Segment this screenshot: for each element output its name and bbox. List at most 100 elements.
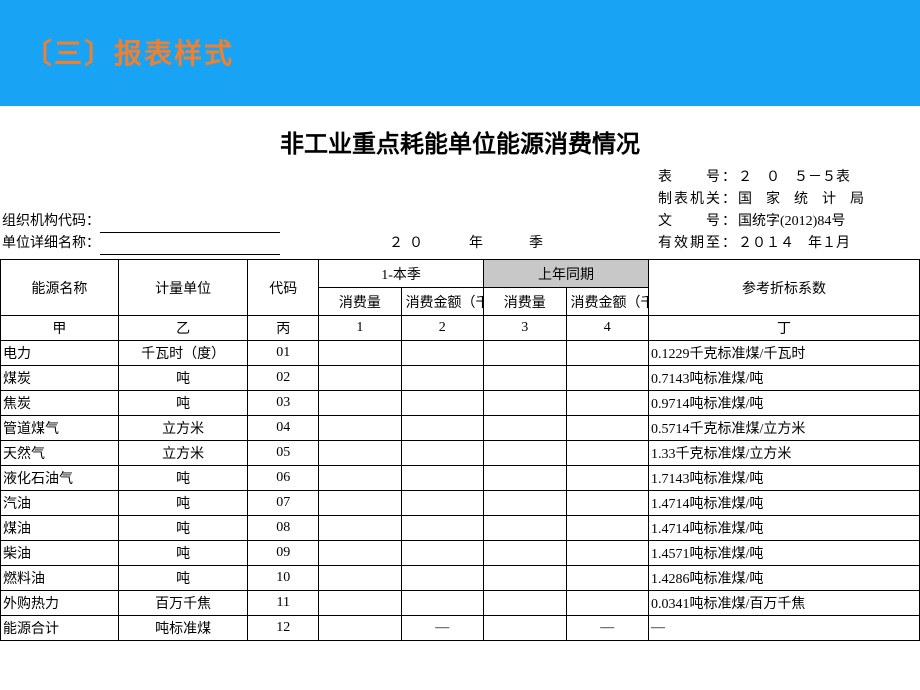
cell-name: 外购热力 (1, 591, 119, 616)
cell-v1 (319, 591, 401, 616)
cell-v2 (401, 416, 483, 441)
cell-v3 (484, 591, 566, 616)
cell-name: 管道煤气 (1, 416, 119, 441)
cell-v3 (484, 391, 566, 416)
th-unit: 计量单位 (118, 260, 248, 316)
cell-unit: 立方米 (118, 416, 248, 441)
cell-unit: 吨 (118, 366, 248, 391)
cell-v1 (319, 616, 401, 641)
cell-v4 (566, 591, 648, 616)
idx-1: 1 (319, 316, 401, 341)
cell-name: 煤油 (1, 516, 119, 541)
cell-unit: 吨 (118, 541, 248, 566)
cell-ref: 1.33千克标准煤/立方米 (648, 441, 919, 466)
table-row: 液化石油气吨061.7143吨标准煤/吨 (1, 466, 920, 491)
cell-code: 11 (248, 591, 319, 616)
cell-v3 (484, 491, 566, 516)
table-row: 管道煤气立方米040.5714千克标准煤/立方米 (1, 416, 920, 441)
cell-ref: 1.4714吨标准煤/吨 (648, 491, 919, 516)
cell-code: 03 (248, 391, 319, 416)
cell-v2 (401, 441, 483, 466)
th-code: 代码 (248, 260, 319, 316)
cell-name: 煤炭 (1, 366, 119, 391)
cell-name: 液化石油气 (1, 466, 119, 491)
idx-code: 丙 (248, 316, 319, 341)
idx-ref: 丁 (648, 316, 919, 341)
table-row: 天然气立方米05 1.33千克标准煤/立方米 (1, 441, 920, 466)
page-title: 非工业重点耗能单位能源消费情况 (0, 106, 920, 167)
cell-v1 (319, 366, 401, 391)
cell-v4 (566, 366, 648, 391)
table-row: 煤油吨081.4714吨标准煤/吨 (1, 516, 920, 541)
cell-v4 (566, 491, 648, 516)
cell-v3 (484, 616, 566, 641)
table-row: 柴油吨09 1.4571吨标准煤/吨 (1, 541, 920, 566)
cell-code: 12 (248, 616, 319, 641)
cell-name: 柴油 (1, 541, 119, 566)
banner-title: 〔三〕报表样式 (0, 0, 920, 106)
cell-name: 天然气 (1, 441, 119, 466)
cell-v3 (484, 466, 566, 491)
cell-v2 (401, 516, 483, 541)
cell-code: 02 (248, 366, 319, 391)
cell-v4 (566, 541, 648, 566)
cell-v2 (401, 341, 483, 366)
cell-ref: 1.4571吨标准煤/吨 (648, 541, 919, 566)
th-consumption-1: 消费量 (319, 288, 401, 316)
th-ref-coef: 参考折标系数 (648, 260, 919, 316)
cell-v4 (566, 416, 648, 441)
cell-unit: 百万千焦 (118, 591, 248, 616)
cell-unit: 吨标准煤 (118, 616, 248, 641)
cell-v3 (484, 416, 566, 441)
cell-v4 (566, 441, 648, 466)
cell-v1 (319, 341, 401, 366)
cell-ref: 0.9714吨标准煤/吨 (648, 391, 919, 416)
cell-ref: 0.7143吨标准煤/吨 (648, 366, 919, 391)
agency-value: 国 家 统 计 局 (738, 192, 864, 207)
table-row: 焦炭吨03 0.9714吨标准煤/吨 (1, 391, 920, 416)
cell-v3 (484, 341, 566, 366)
cell-code: 05 (248, 441, 319, 466)
cell-v2 (401, 541, 483, 566)
table-row: 电力千瓦时（度）010.1229千克标准煤/千瓦时 (1, 341, 920, 366)
cell-v3 (484, 516, 566, 541)
cell-unit: 吨 (118, 516, 248, 541)
cell-v4: — (566, 616, 648, 641)
cell-v2 (401, 491, 483, 516)
cell-name: 电力 (1, 341, 119, 366)
cell-code: 07 (248, 491, 319, 516)
cell-unit: 吨 (118, 391, 248, 416)
org-code-label: 组织机构代码： (2, 211, 100, 233)
cell-name: 焦炭 (1, 391, 119, 416)
table-no-label: 表 号： (658, 170, 738, 185)
th-prev-year: 上年同期 (484, 260, 649, 288)
table-body: 电力千瓦时（度）010.1229千克标准煤/千瓦时煤炭吨020.7143吨标准煤… (1, 341, 920, 641)
table-row: 煤炭吨02 0.7143吨标准煤/吨 (1, 366, 920, 391)
cell-ref: 0.1229千克标准煤/千瓦时 (648, 341, 919, 366)
cell-ref: 1.4286吨标准煤/吨 (648, 566, 919, 591)
table-no-value: ２ ０ ５－５表 (738, 170, 850, 185)
th-consumption-2: 消费量 (484, 288, 566, 316)
th-amount-1: 消费金额（千元） (401, 288, 483, 316)
table-row: 能源合计吨标准煤12——— (1, 616, 920, 641)
unit-name-underline (100, 237, 280, 255)
cell-code: 09 (248, 541, 319, 566)
cell-code: 08 (248, 516, 319, 541)
cell-ref: — (648, 616, 919, 641)
th-amount-2: 消费金额（千元） (566, 288, 648, 316)
th-current-quarter: 1-本季 (319, 260, 484, 288)
doc-no-label: 文 号： (658, 214, 738, 229)
cell-unit: 千瓦时（度） (118, 341, 248, 366)
cell-v1 (319, 441, 401, 466)
cell-unit: 立方米 (118, 441, 248, 466)
th-energy-name: 能源名称 (1, 260, 119, 316)
table-row: 外购热力百万千焦110.0341吨标准煤/百万千焦 (1, 591, 920, 616)
cell-name: 燃料油 (1, 566, 119, 591)
cell-v1 (319, 391, 401, 416)
table-row: 汽油吨071.4714吨标准煤/吨 (1, 491, 920, 516)
meta-block: 表 号：２ ０ ５－５表 制表机关：国 家 统 计 局 组织机构代码： 文 号：… (0, 167, 920, 259)
valid-label: 有效期至： (658, 236, 738, 251)
cell-unit: 吨 (118, 491, 248, 516)
cell-v2 (401, 391, 483, 416)
cell-v2: — (401, 616, 483, 641)
